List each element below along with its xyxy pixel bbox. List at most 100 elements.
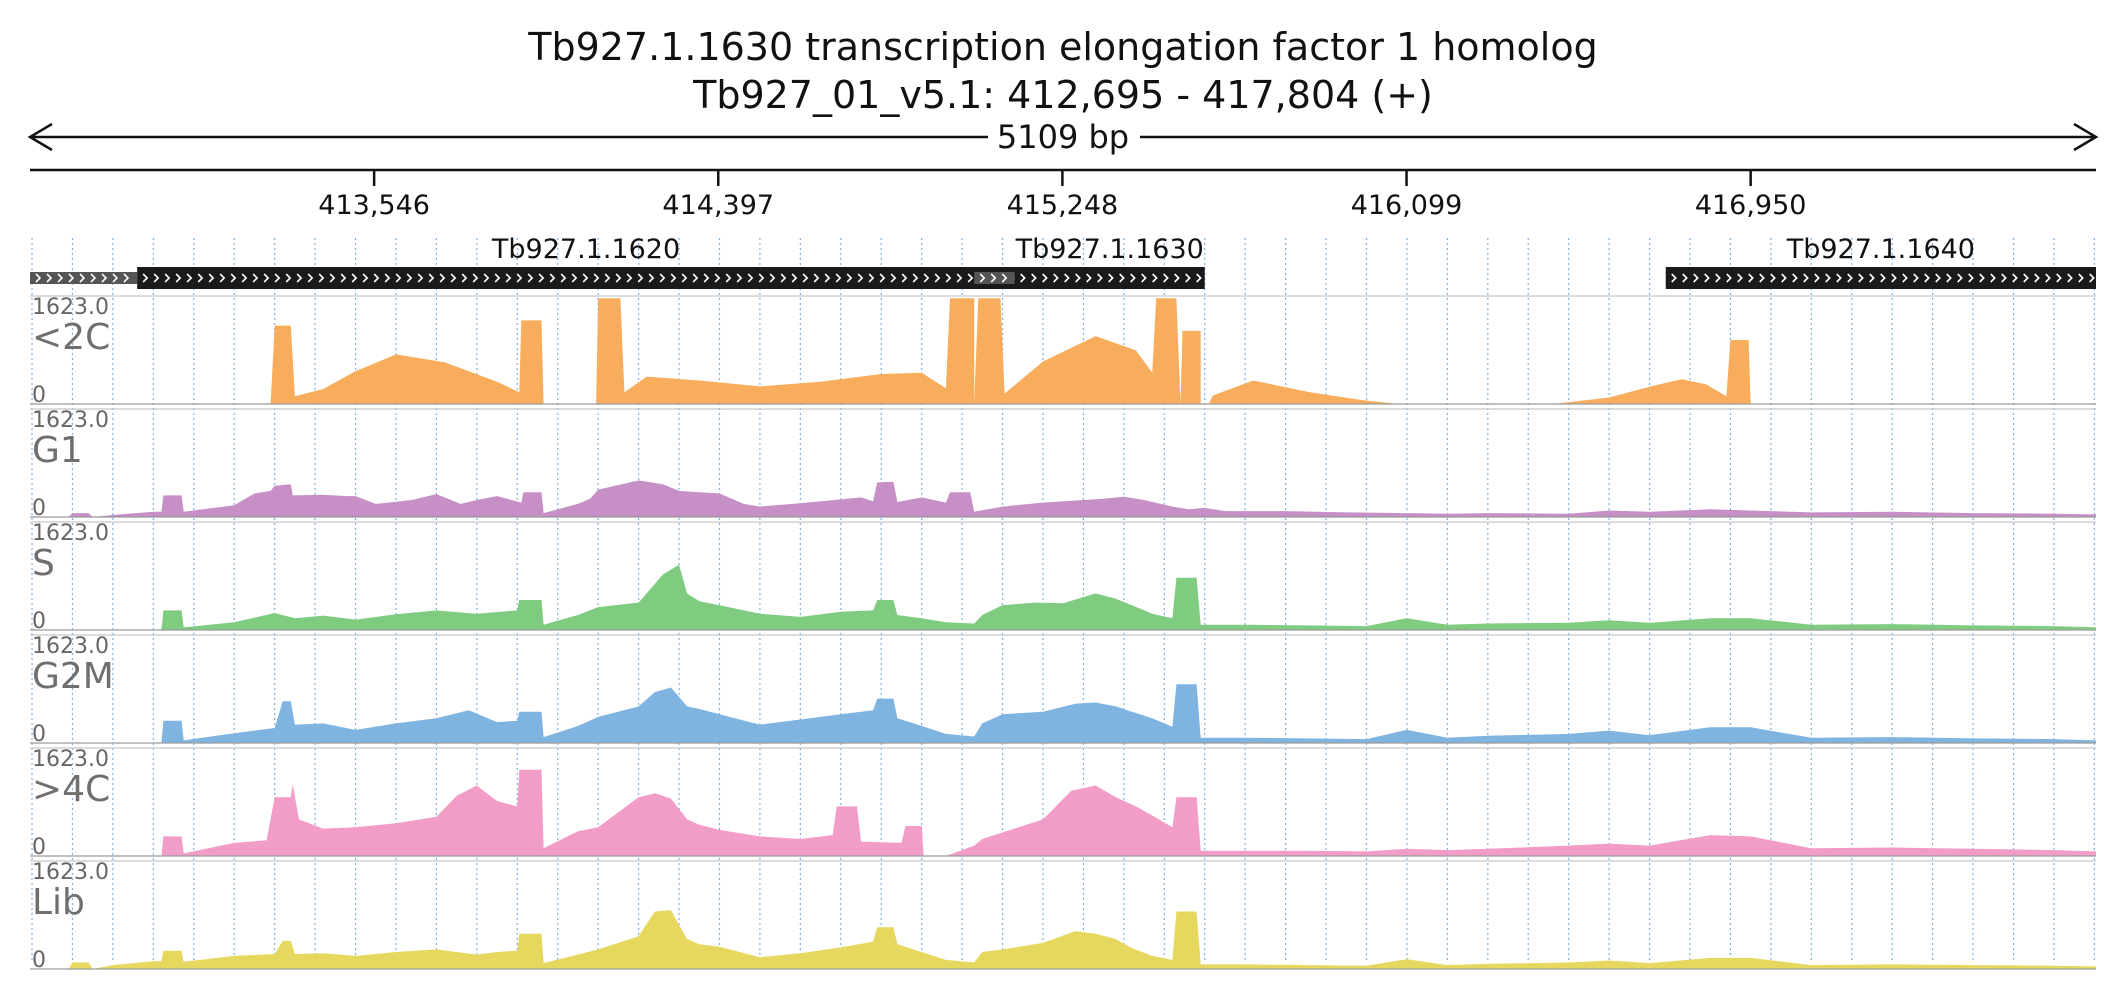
strand-arrow	[813, 273, 820, 283]
track-zero-label: 0	[32, 722, 46, 747]
strand-arrow	[208, 273, 215, 283]
coverage-area	[30, 298, 2096, 404]
strand-arrow	[123, 273, 130, 283]
track-name: G1	[32, 430, 83, 471]
strand-arrow	[890, 273, 897, 283]
strand-arrow	[112, 273, 119, 283]
axis-tick-label: 415,248	[1007, 190, 1119, 221]
coverage-area	[30, 769, 2096, 856]
track-max-label: 1623.0	[32, 634, 109, 659]
coverage-tracks: 1623.0<2C01623.0G101623.0S01623.0G2M0162…	[30, 295, 2096, 973]
strand-arrow	[2078, 273, 2084, 283]
strand-arrow	[2045, 273, 2051, 283]
strand-arrow	[670, 273, 677, 283]
strand-arrow	[769, 273, 776, 283]
gene-track: Tb927.1.1620 Tb927.1.1630 Tb927.1.1640	[30, 234, 2096, 289]
track-2: 1623.0S 0	[30, 521, 2096, 634]
strand-arrow	[549, 273, 556, 283]
strand-arrow	[1825, 273, 1831, 283]
strand-arrow	[461, 273, 468, 283]
strand-arrow	[263, 273, 270, 283]
strand-arrow	[1759, 273, 1765, 283]
chart-title: Tb927.1.1630 transcription elongation fa…	[527, 25, 1597, 69]
track-name: S	[32, 543, 55, 584]
strand-arrow	[516, 273, 523, 283]
track-max-label: 1623.0	[32, 860, 109, 885]
strand-arrow	[142, 273, 149, 283]
strand-arrow	[2012, 273, 2018, 283]
span-arrow	[27, 122, 2099, 152]
strand-arrow	[868, 273, 875, 283]
strand-arrow	[1693, 273, 1699, 283]
strand-arrow	[990, 273, 997, 283]
strand-arrow	[1748, 273, 1754, 283]
strand-arrow	[901, 273, 908, 283]
strand-arrow	[1902, 273, 1908, 283]
strand-arrow	[1001, 273, 1008, 283]
strand-arrow	[725, 273, 732, 283]
coverage-area	[30, 910, 2096, 969]
axis-tick-label: 413,546	[318, 190, 430, 221]
strand-arrow	[571, 273, 578, 283]
strand-arrow	[450, 273, 457, 283]
strand-arrow	[1086, 273, 1092, 283]
strand-arrow	[1704, 273, 1710, 283]
strand-arrow	[285, 273, 292, 283]
axis-tick-label: 416,099	[1351, 190, 1463, 221]
strand-arrow	[197, 273, 204, 283]
strand-arrow	[2034, 273, 2040, 283]
strand-arrow	[1990, 273, 1996, 283]
strand-arrow	[164, 273, 171, 283]
strand-arrow	[1108, 273, 1114, 283]
strand-arrow	[252, 273, 259, 283]
track-name: <2C	[32, 317, 110, 358]
strand-arrow	[1814, 273, 1820, 283]
strand-arrow	[219, 273, 226, 283]
strand-arrow	[175, 273, 182, 283]
strand-arrow	[230, 273, 237, 283]
strand-arrow	[791, 273, 798, 283]
strand-arrow	[1726, 273, 1732, 283]
strand-arrow	[101, 273, 108, 283]
strand-arrow	[934, 273, 941, 283]
strand-arrow	[79, 273, 86, 283]
strand-arrow	[879, 273, 886, 283]
strand-arrow	[1130, 273, 1136, 283]
strand-arrow	[1737, 273, 1743, 283]
strand-arrow	[2023, 273, 2029, 283]
strand-arrow	[1792, 273, 1798, 283]
strand-arrow	[241, 273, 248, 283]
strand-arrow	[505, 273, 512, 283]
strand-arrow	[1152, 273, 1158, 283]
strand-arrow	[626, 273, 633, 283]
track-zero-label: 0	[32, 383, 46, 408]
strand-arrow	[681, 273, 688, 283]
strand-arrow	[1064, 273, 1070, 283]
strand-arrow	[2001, 273, 2007, 283]
track-zero-label: 0	[32, 948, 46, 973]
strand-arrow	[428, 273, 435, 283]
track-0: 1623.0<2C 0	[30, 295, 2096, 408]
strand-arrow	[186, 273, 193, 283]
strand-arrow	[692, 273, 699, 283]
strand-arrow	[659, 273, 666, 283]
strand-arrow	[296, 273, 303, 283]
strand-arrow	[538, 273, 545, 283]
strand-arrow	[1671, 273, 1677, 283]
strand-arrow	[1196, 273, 1202, 283]
strand-arrow	[527, 273, 534, 283]
track-name: Lib	[32, 882, 85, 923]
strand-arrow	[494, 273, 501, 283]
track-max-label: 1623.0	[32, 295, 109, 320]
strand-arrow	[1803, 273, 1809, 283]
strand-arrow	[824, 273, 831, 283]
axis-tick-label: 416,950	[1695, 190, 1807, 221]
track-zero-label: 0	[32, 835, 46, 860]
strand-arrow	[1075, 273, 1081, 283]
strand-arrow	[967, 273, 974, 283]
strand-arrow	[329, 273, 336, 283]
strand-arrow	[1020, 273, 1026, 283]
strand-arrow	[57, 273, 64, 283]
